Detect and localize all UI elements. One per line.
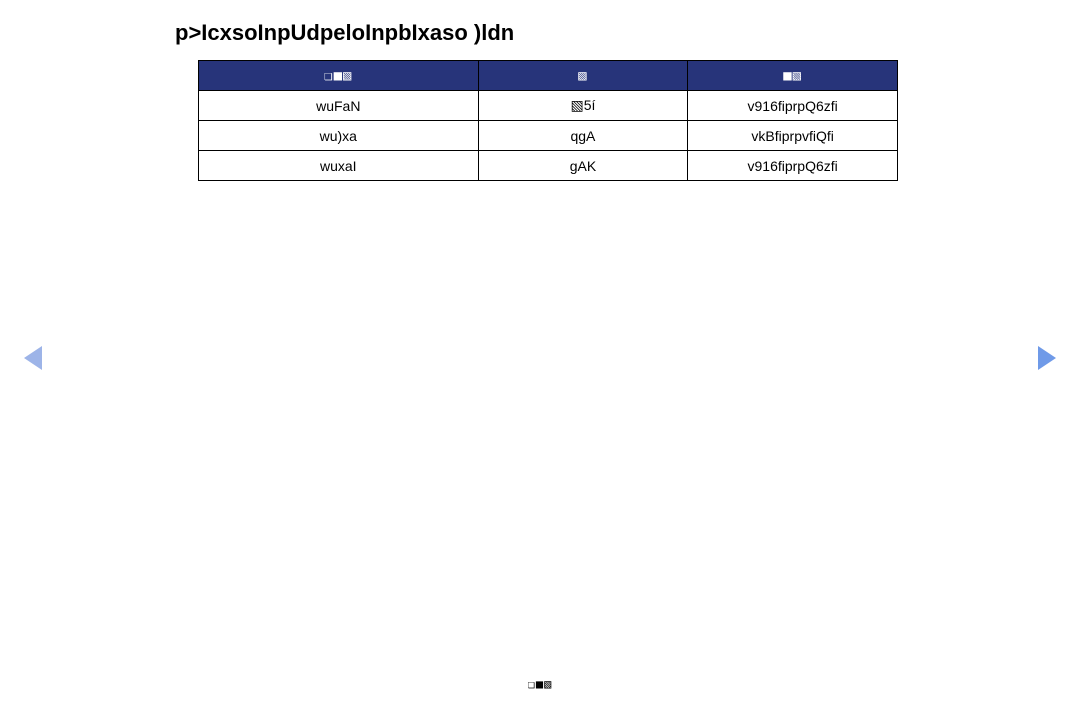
table-cell: ▧5í (478, 91, 688, 121)
page-footer: ❏■▧ (0, 677, 1080, 691)
table-cell: wuxaI (199, 151, 479, 181)
table-header-row: ❏■▧ ▧ ■▧ (199, 61, 898, 91)
table-cell: wuFaN (199, 91, 479, 121)
prev-page-icon[interactable] (24, 346, 42, 370)
next-page-icon[interactable] (1038, 346, 1056, 370)
table-header-cell: ■▧ (688, 61, 898, 91)
data-table-wrap: ❏■▧ ▧ ■▧ wuFaN ▧5í v916fiprpQ6zfi wu)xa … (198, 60, 898, 181)
page-root: p>IcxsoInpUdpeloInpbIxaso )ldn ❏■▧ ▧ ■▧ … (0, 0, 1080, 705)
table-row: wuxaI gAK v916fiprpQ6zfi (199, 151, 898, 181)
header-label: ▧ (578, 68, 587, 84)
page-title: p>IcxsoInpUdpeloInpbIxaso )ldn (175, 20, 514, 46)
header-label: ■▧ (783, 68, 802, 84)
table-header-cell: ❏■▧ (199, 61, 479, 91)
table-cell: qgA (478, 121, 688, 151)
table-row: wu)xa qgA vkBfiprpvfiQfi (199, 121, 898, 151)
table-header-cell: ▧ (478, 61, 688, 91)
header-label: ❏■▧ (324, 68, 352, 84)
table-cell: v916fiprpQ6zfi (688, 151, 898, 181)
table-row: wuFaN ▧5í v916fiprpQ6zfi (199, 91, 898, 121)
table-cell: gAK (478, 151, 688, 181)
footer-label: ❏■▧ (528, 677, 553, 691)
table-cell: vkBfiprpvfiQfi (688, 121, 898, 151)
table-cell: v916fiprpQ6zfi (688, 91, 898, 121)
data-table: ❏■▧ ▧ ■▧ wuFaN ▧5í v916fiprpQ6zfi wu)xa … (198, 60, 898, 181)
table-cell: wu)xa (199, 121, 479, 151)
